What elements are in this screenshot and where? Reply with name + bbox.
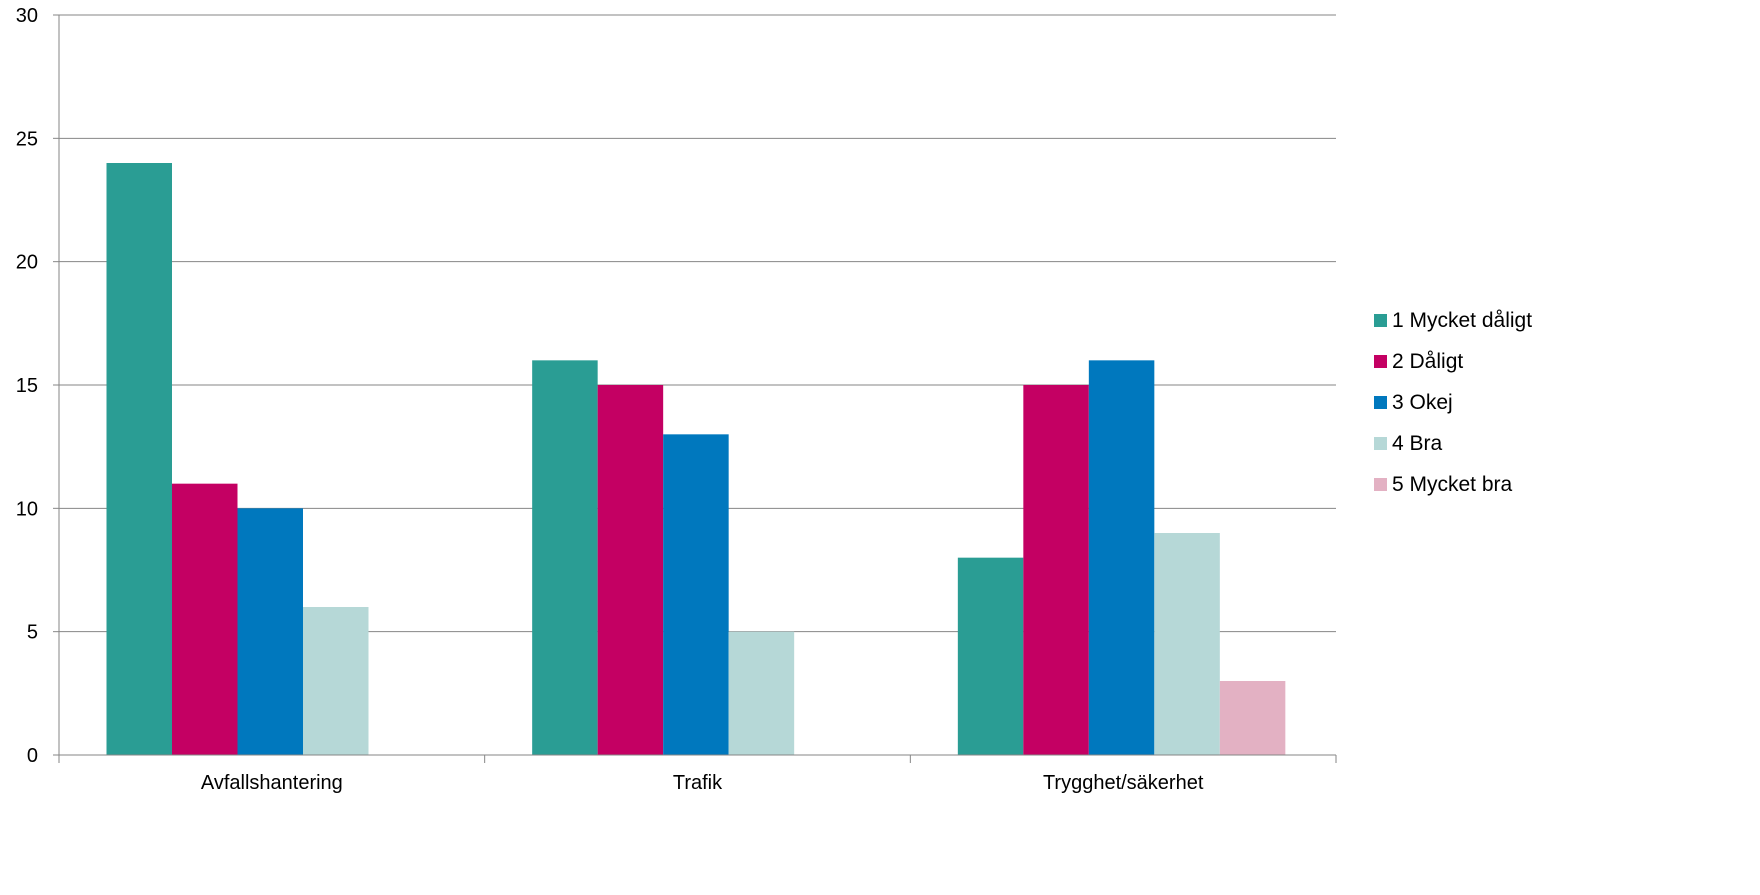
y-tick-label: 30 [16,5,38,27]
legend-label: 2 Dåligt [1392,350,1463,373]
y-tick-label: 0 [27,745,38,767]
bar-3-trygghet-s-kerhet [1088,360,1155,755]
legend-label: 3 Okej [1392,391,1453,414]
legend-swatch [1374,355,1387,368]
x-tick-label: Trafik [673,772,723,794]
bar-2-trafik [597,385,664,755]
legend-label: 4 Bra [1392,432,1443,455]
bar-3-trafik [663,434,729,755]
bar-4-trafik [728,631,795,755]
legend-swatch [1374,478,1387,491]
axes [53,14,1337,763]
legend: 1 Mycket dåligt 2 Dåligt 3 Okej 4 Bra 5 Myck… [1374,309,1532,496]
bar-2-avfallshantering [172,483,238,755]
legend-swatch [1374,396,1387,409]
bar-1-trygghet-s-kerhet [957,557,1024,755]
x-tick-label: Trygghet/säkerhet [1043,772,1204,794]
y-tick-label: 25 [16,128,38,150]
bar-1-avfallshantering [106,163,172,755]
bars [106,163,1286,755]
legend-label: 1 Mycket dåligt [1392,309,1532,332]
x-axis-tick-labels: Avfallshantering Trafik Trygghet/säkerhet [201,772,1204,794]
legend-label: 5 Mycket bra [1392,473,1513,496]
y-axis-tick-labels: 0 5 10 15 20 25 30 [16,5,38,767]
bar-5-trygghet-s-kerhet [1219,681,1286,755]
bar-4-trygghet-s-kerhet [1154,533,1220,755]
bar-3-avfallshantering [237,508,303,755]
bar-1-trafik [532,360,598,755]
y-tick-label: 10 [16,498,38,520]
legend-swatch [1374,437,1387,450]
y-tick-label: 20 [16,252,38,274]
bar-2-trygghet-s-kerhet [1023,385,1089,755]
x-tick-label: Avfallshantering [201,772,343,794]
y-tick-label: 15 [16,375,38,397]
legend-swatch [1374,314,1387,327]
bar-4-avfallshantering [303,607,369,755]
y-tick-label: 5 [27,622,38,644]
